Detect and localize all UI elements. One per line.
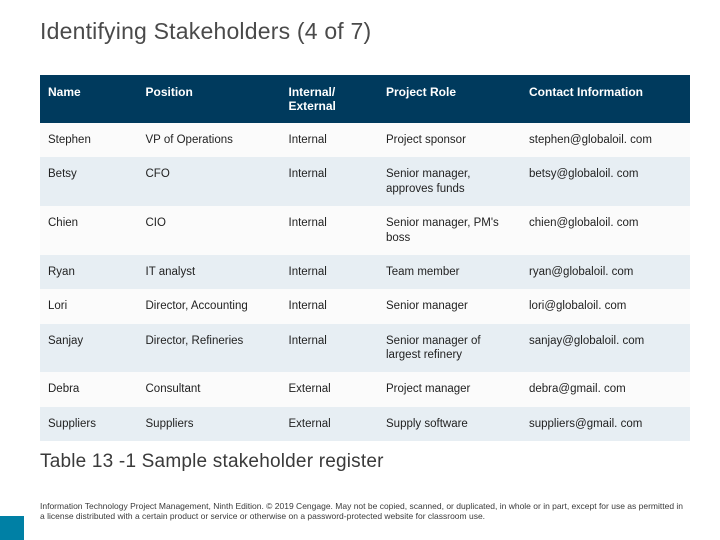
table-row: Sanjay Director, Refineries Internal Sen… [40,324,690,373]
cell-name: Betsy [40,157,138,206]
cell-ie: Internal [281,255,379,289]
table-row: Betsy CFO Internal Senior manager, appro… [40,157,690,206]
col-header-position: Position [138,75,281,123]
stakeholder-table: Name Position Internal/ External Project… [40,75,690,441]
cell-ie: Internal [281,157,379,206]
cell-name: Chien [40,206,138,255]
table-body: Stephen VP of Operations Internal Projec… [40,123,690,441]
cell-ie: Internal [281,289,379,323]
cell-contact: betsy@globaloil. com [521,157,690,206]
col-header-contact: Contact Information [521,75,690,123]
copyright-footer: Information Technology Project Managemen… [40,501,690,522]
table-row: Lori Director, Accounting Internal Senio… [40,289,690,323]
cell-contact: ryan@globaloil. com [521,255,690,289]
cell-role: Supply software [378,407,521,441]
cell-position: IT analyst [138,255,281,289]
table-row: Suppliers Suppliers External Supply soft… [40,407,690,441]
cell-contact: stephen@globaloil. com [521,123,690,157]
cell-role: Team member [378,255,521,289]
cell-role: Senior manager of largest refinery [378,324,521,373]
cell-position: Suppliers [138,407,281,441]
cell-position: VP of Operations [138,123,281,157]
cell-role: Senior manager [378,289,521,323]
cell-ie: Internal [281,206,379,255]
cell-name: Lori [40,289,138,323]
cell-contact: sanjay@globaloil. com [521,324,690,373]
col-header-name: Name [40,75,138,123]
cell-name: Ryan [40,255,138,289]
cell-role: Senior manager, approves funds [378,157,521,206]
cell-position: Consultant [138,372,281,406]
cell-role: Senior manager, PM's boss [378,206,521,255]
cell-name: Suppliers [40,407,138,441]
cell-contact: lori@globaloil. com [521,289,690,323]
cell-position: CIO [138,206,281,255]
cell-name: Sanjay [40,324,138,373]
cell-role: Project manager [378,372,521,406]
table-row: Ryan IT analyst Internal Team member rya… [40,255,690,289]
cell-ie: Internal [281,123,379,157]
slide: Identifying Stakeholders (4 of 7) Name P… [0,0,720,540]
cell-ie: External [281,407,379,441]
table-row: Debra Consultant External Project manage… [40,372,690,406]
cell-name: Debra [40,372,138,406]
cell-role: Project sponsor [378,123,521,157]
cell-contact: debra@gmail. com [521,372,690,406]
accent-box-icon [0,516,24,540]
table-row: Stephen VP of Operations Internal Projec… [40,123,690,157]
cell-position: Director, Refineries [138,324,281,373]
cell-name: Stephen [40,123,138,157]
cell-ie: External [281,372,379,406]
cell-ie: Internal [281,324,379,373]
col-header-role: Project Role [378,75,521,123]
table-row: Chien CIO Internal Senior manager, PM's … [40,206,690,255]
table-header-row: Name Position Internal/ External Project… [40,75,690,123]
cell-contact: chien@globaloil. com [521,206,690,255]
cell-position: Director, Accounting [138,289,281,323]
cell-contact: suppliers@gmail. com [521,407,690,441]
col-header-ie: Internal/ External [281,75,379,123]
page-title: Identifying Stakeholders (4 of 7) [40,18,690,45]
table-caption: Table 13 -1 Sample stakeholder register [40,451,690,473]
cell-position: CFO [138,157,281,206]
